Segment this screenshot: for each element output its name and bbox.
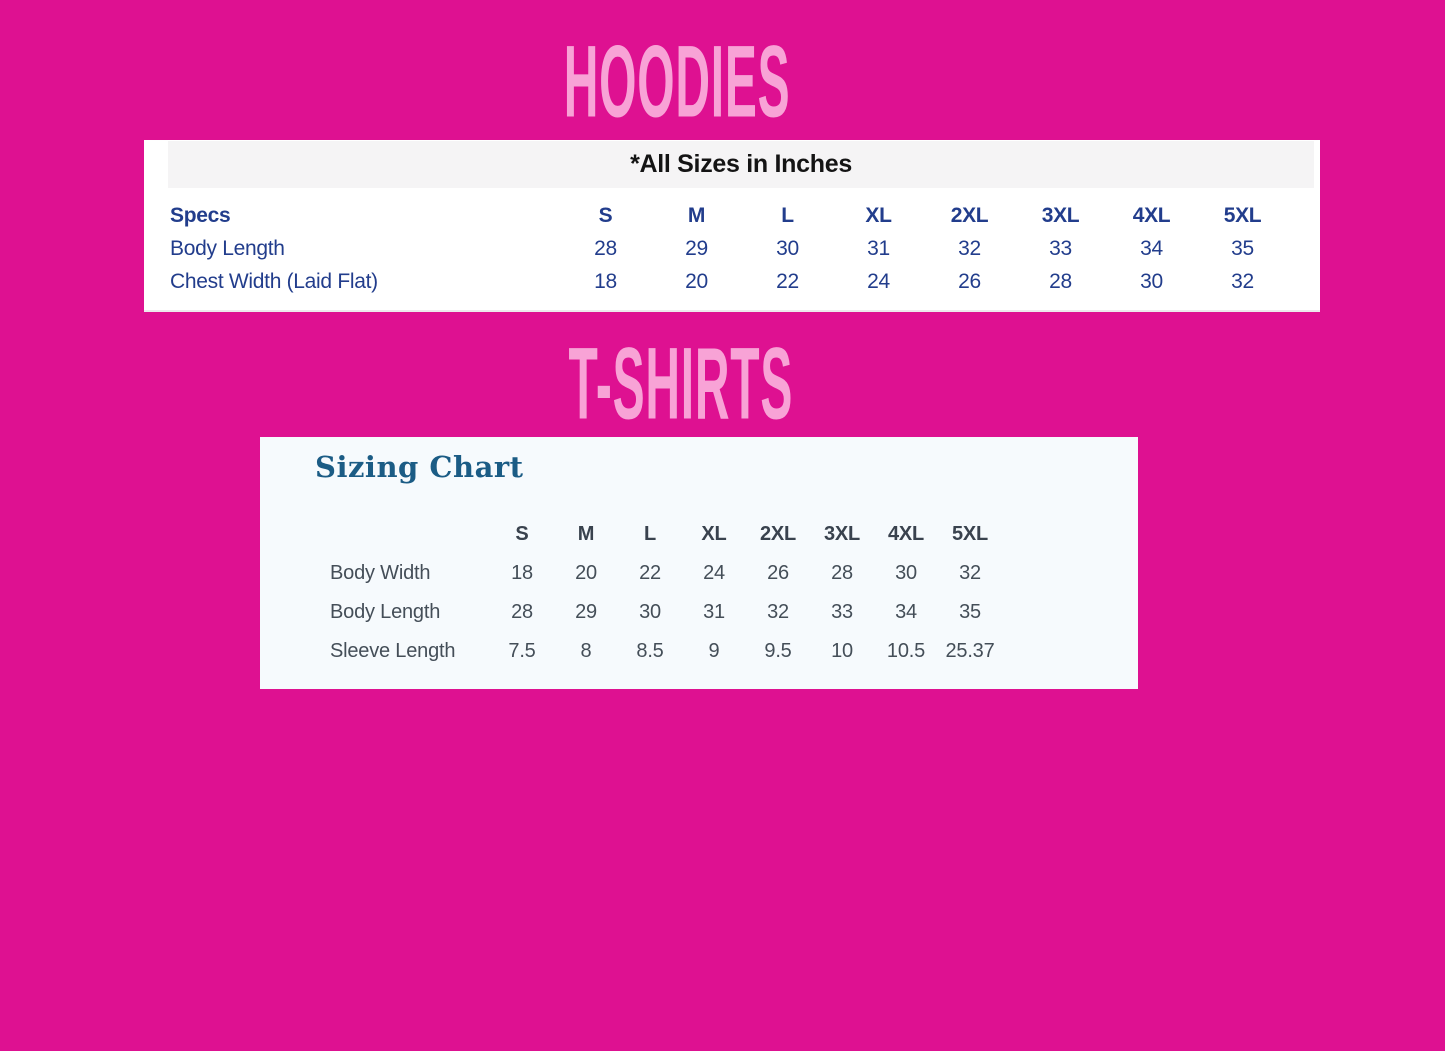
hoodies-size-value: 32: [958, 236, 981, 260]
hoodies-column-header: 4XL: [1132, 203, 1171, 227]
hoodies-column-header: XL: [865, 203, 892, 227]
tshirts-table-row: Body Length 28 29 30 31 32 33 34 35: [330, 593, 1002, 632]
hoodies-size-value: 24: [867, 269, 890, 293]
tshirts-column-header: 3XL: [823, 523, 861, 545]
hoodies-table-row: Body Length 28 29 30 31 32 33 34 35: [170, 232, 1288, 265]
tshirts-size-value: 25.37: [945, 640, 995, 662]
hoodies-column-header: M: [687, 203, 706, 227]
tshirts-size-value: 33: [831, 601, 853, 623]
tshirts-column-header: S: [515, 523, 529, 545]
hoodies-table-row: Chest Width (Laid Flat) 18 20 22 24 26 2…: [170, 265, 1288, 298]
hoodies-section-title: HOODIES: [563, 23, 791, 139]
tshirts-size-value: 9.5: [764, 640, 792, 662]
tshirts-size-value: 8.5: [636, 640, 664, 662]
tshirts-size-value: 32: [767, 601, 789, 623]
hoodies-column-header: 2XL: [950, 203, 989, 227]
hoodies-column-header: 5XL: [1223, 203, 1262, 227]
tshirts-size-value: 22: [639, 562, 661, 584]
tshirts-size-value: 35: [959, 601, 981, 623]
tshirts-column-header: 4XL: [887, 523, 925, 545]
tshirts-size-value: 7.5: [508, 640, 536, 662]
hoodies-size-value: 20: [685, 269, 708, 293]
tshirts-size-value: 34: [895, 601, 917, 623]
hoodies-size-value: 28: [594, 236, 617, 260]
tshirts-table-row: Body Width 18 20 22 24 26 28 30 32: [330, 554, 1002, 593]
tshirts-size-value: 24: [703, 562, 725, 584]
hoodies-column-header: S: [598, 203, 613, 227]
tshirts-size-value: 28: [831, 562, 853, 584]
tshirts-column-header: XL: [701, 523, 727, 545]
tshirts-size-value: 28: [511, 601, 533, 623]
tshirts-size-value: 10: [831, 640, 853, 662]
tshirts-size-value: 20: [575, 562, 597, 584]
hoodies-size-value: 30: [776, 236, 799, 260]
hoodies-header-row: Specs S M L XL 2XL 3XL 4XL 5XL: [170, 199, 1288, 232]
hoodies-sizing-table: *All Sizes in Inches Specs S M L XL 2XL …: [144, 140, 1320, 312]
hoodies-row-label: Chest Width (Laid Flat): [170, 269, 378, 293]
tshirts-size-value: 18: [511, 562, 533, 584]
hoodies-specs-label: Specs: [170, 203, 231, 227]
hoodies-size-value: 33: [1049, 236, 1072, 260]
tshirts-size-value: 9: [708, 640, 720, 662]
tshirts-table-row: Sleeve Length 7.5 8 8.5 9 9.5 10 10.5 25…: [330, 632, 1002, 671]
hoodies-note-band: *All Sizes in Inches: [168, 141, 1314, 188]
tshirts-size-value: 29: [575, 601, 597, 623]
tshirts-size-value: 32: [959, 562, 981, 584]
tshirts-section-title: T-SHIRTS: [568, 325, 794, 441]
tshirts-row-label: Body Length: [330, 601, 441, 623]
tshirts-size-value: 8: [580, 640, 592, 662]
hoodies-size-value: 35: [1231, 236, 1254, 260]
hoodies-size-value: 30: [1140, 269, 1163, 293]
hoodies-column-header: 3XL: [1041, 203, 1080, 227]
tshirts-section-title-wrap: T-SHIRTS: [0, 332, 1362, 434]
tshirts-column-header: M: [577, 523, 595, 545]
hoodies-size-value: 28: [1049, 269, 1072, 293]
hoodies-size-value: 22: [776, 269, 799, 293]
hoodies-size-value: 31: [867, 236, 890, 260]
hoodies-size-value: 32: [1231, 269, 1254, 293]
tshirts-size-value: 10.5: [886, 640, 926, 662]
tshirts-size-value: 31: [703, 601, 725, 623]
tshirts-sizing-chart: Sizing Chart S M L XL 2XL 3XL 4XL 5XL Bo…: [260, 437, 1138, 689]
tshirts-column-header: 2XL: [759, 523, 797, 545]
hoodies-size-value: 34: [1140, 236, 1163, 260]
tshirts-card-title: Sizing Chart: [315, 450, 524, 484]
hoodies-note: *All Sizes in Inches: [630, 150, 852, 178]
hoodies-size-value: 29: [685, 236, 708, 260]
tshirts-column-header: L: [643, 523, 657, 545]
hoodies-size-value: 26: [958, 269, 981, 293]
tshirts-size-value: 26: [767, 562, 789, 584]
tshirts-size-value: 30: [639, 601, 661, 623]
tshirts-row-label: Sleeve Length: [330, 640, 456, 662]
tshirts-header-row: S M L XL 2XL 3XL 4XL 5XL: [330, 515, 1002, 554]
tshirts-size-value: 30: [895, 562, 917, 584]
hoodies-column-header: L: [781, 203, 794, 227]
hoodies-row-label: Body Length: [170, 236, 285, 260]
tshirts-row-label: Body Width: [330, 562, 431, 584]
hoodies-size-value: 18: [594, 269, 617, 293]
hoodies-section-title-wrap: HOODIES: [0, 30, 1354, 132]
tshirts-column-header: 5XL: [951, 523, 989, 545]
